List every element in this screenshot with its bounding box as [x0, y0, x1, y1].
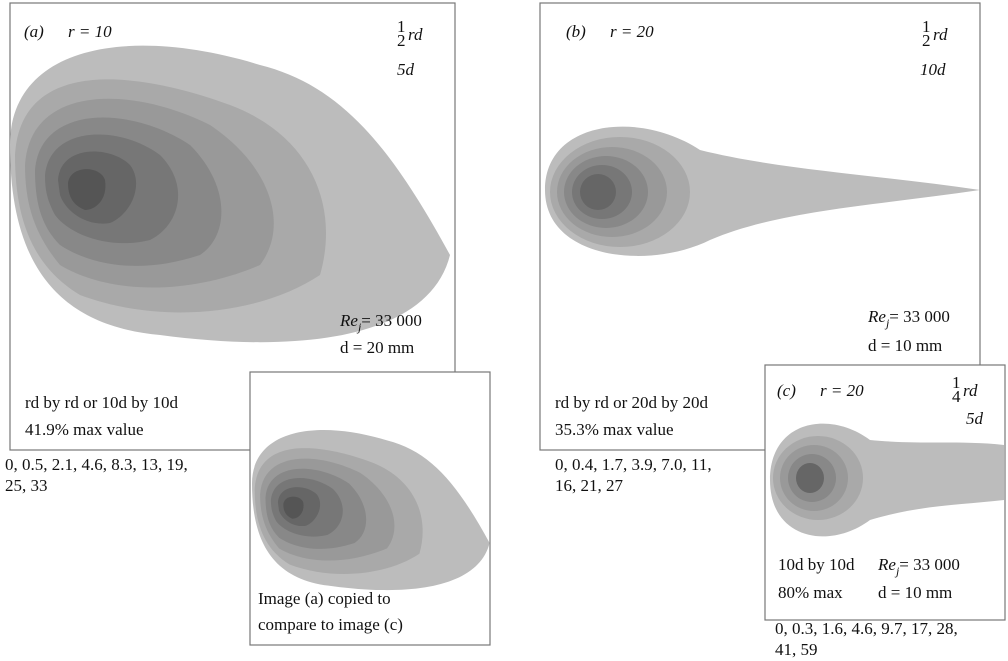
- diameter: d = 10 mm: [868, 336, 942, 355]
- contour-levels: 0, 0.5, 2.1, 4.6, 8.3, 13, 19,: [5, 455, 188, 474]
- ratio: r = 10: [68, 22, 112, 41]
- scale-unit: rd: [408, 25, 423, 44]
- contour-image-b: [545, 126, 980, 256]
- contour-image-a: [10, 45, 450, 343]
- fraction-numerator: 1: [922, 17, 931, 36]
- reynolds: Rej= 33 000: [877, 555, 960, 578]
- window-size: rd by rd or 10d by 10d: [25, 393, 178, 412]
- inset-caption: Image (a) copied to: [258, 589, 391, 608]
- scale-distance: 5d: [397, 60, 415, 79]
- re-symbol: Re: [867, 307, 886, 326]
- diameter: d = 10 mm: [878, 583, 952, 602]
- inset-caption: compare to image (c): [258, 615, 403, 634]
- reynolds: Rej= 33 000: [339, 311, 422, 334]
- re-value: = 33 000: [889, 307, 950, 326]
- panel-label: (c): [777, 381, 796, 400]
- contour-levels: 25, 33: [5, 476, 48, 495]
- contour-levels: 0, 0.4, 1.7, 3.9, 7.0, 11,: [555, 455, 712, 474]
- scale-unit: rd: [933, 25, 948, 44]
- re-symbol: Re: [877, 555, 896, 574]
- re-value: = 33 000: [899, 555, 960, 574]
- scale-unit: rd: [963, 381, 978, 400]
- re-value: = 33 000: [361, 311, 422, 330]
- window-size: rd by rd or 20d by 20d: [555, 393, 708, 412]
- max-value: 41.9% max value: [25, 420, 144, 439]
- re-subscript: j: [884, 316, 890, 330]
- ratio: r = 20: [610, 22, 654, 41]
- fraction-denominator: 4: [952, 387, 961, 406]
- panel-b-frame: [539, 2, 981, 451]
- max-value: 35.3% max value: [555, 420, 674, 439]
- panel-label: (b): [566, 22, 586, 41]
- fraction-numerator: 1: [952, 373, 961, 392]
- fraction-denominator: 2: [922, 31, 931, 50]
- fraction-denominator: 2: [397, 31, 406, 50]
- window-size: 10d by 10d: [778, 555, 855, 574]
- re-subscript: j: [894, 564, 900, 578]
- contour-levels: 16, 21, 27: [555, 476, 624, 495]
- scale-distance: 5d: [966, 409, 984, 428]
- scale-distance: 10d: [920, 60, 946, 79]
- fraction-numerator: 1: [397, 17, 406, 36]
- re-subscript: j: [356, 320, 362, 334]
- re-symbol: Re: [339, 311, 358, 330]
- contour-levels: 0, 0.3, 1.6, 4.6, 9.7, 17, 28,: [775, 619, 958, 638]
- panel-label: (a): [24, 22, 44, 41]
- contour-image-c: [770, 423, 1004, 537]
- panel-a-frame: [9, 2, 456, 451]
- diameter: d = 20 mm: [340, 338, 414, 357]
- max-value: 80% max: [778, 583, 843, 602]
- ratio: r = 20: [820, 381, 864, 400]
- reynolds: Rej= 33 000: [867, 307, 950, 330]
- contour-levels: 41, 59: [775, 640, 818, 659]
